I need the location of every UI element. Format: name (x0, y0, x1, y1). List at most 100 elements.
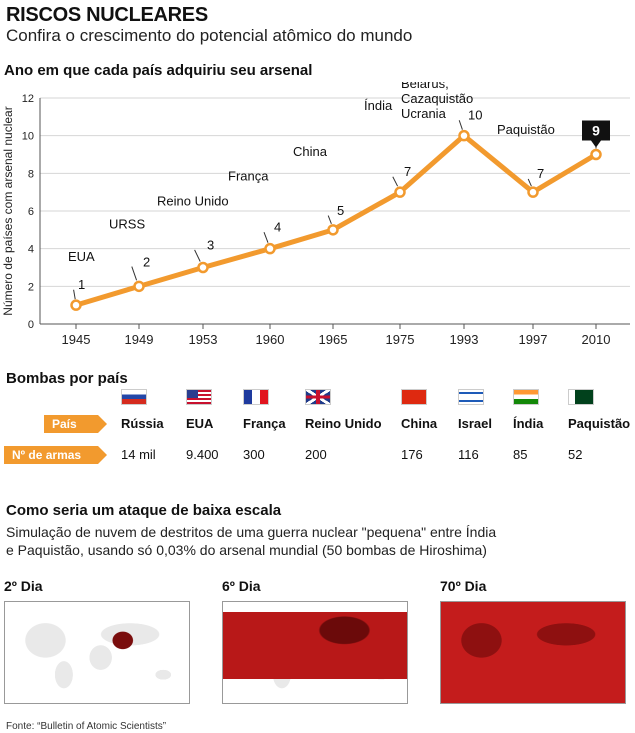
point-label: Cazaquistão (401, 91, 473, 106)
data-point (133, 280, 145, 293)
map-day-label: 2º Dia (4, 578, 43, 594)
usa-canton-icon (187, 390, 198, 398)
country-name: França (243, 416, 286, 431)
x-tick-label: 1965 (319, 332, 348, 347)
y-tick-label: 6 (28, 206, 34, 218)
uk-flag-icon (305, 389, 331, 405)
x-tick-label: 1945 (62, 332, 91, 347)
point-label: França (228, 169, 269, 184)
y-tick-label: 10 (22, 131, 34, 143)
source-note: Fonte: “Bulletin of Atomic Scientists” (6, 721, 167, 732)
page-subtitle: Confira o crescimento do potencial atômi… (6, 26, 413, 45)
pakistan-flag-icon (568, 389, 594, 405)
weapons-count: 176 (401, 447, 423, 462)
label-connector (527, 178, 532, 187)
country-row-label: País (44, 415, 107, 433)
weapons-count: 300 (243, 447, 265, 462)
y-tick-label: 8 (28, 168, 34, 180)
y-tick-label: 0 (28, 319, 34, 331)
attack-description-line1: Simulação de nuvem de destritos de uma g… (6, 524, 497, 540)
weapons-count: 14 mil (121, 447, 156, 462)
data-point (197, 261, 209, 274)
country-name: EUA (186, 416, 214, 431)
data-label: 3 (207, 238, 214, 253)
country-name: Reino Unido (305, 416, 382, 431)
data-label: 1 (78, 277, 85, 292)
weapons-row-label-text: Nº de armas (12, 448, 82, 462)
weapons-count: 52 (568, 447, 583, 462)
data-label: 4 (274, 220, 281, 235)
country-name: China (401, 416, 438, 431)
data-label: 5 (337, 203, 344, 218)
value-highlight-box (582, 120, 610, 141)
point-label: Paquistão (497, 122, 555, 137)
label-connector (194, 249, 201, 262)
weapons-count: 85 (513, 447, 528, 462)
data-point (458, 129, 470, 142)
label-connector (392, 176, 399, 187)
weapons-count: 200 (305, 447, 327, 462)
point-label: Ucrania (401, 106, 447, 121)
data-label: 2 (143, 254, 150, 269)
map-day-label: 6º Dia (222, 578, 261, 594)
label-connector (458, 120, 463, 130)
data-point (394, 186, 406, 198)
label-connector (327, 215, 332, 225)
x-tick-label: 1949 (125, 332, 154, 347)
data-point (590, 148, 602, 161)
data-label: 7 (404, 164, 411, 179)
usa-flag-icon (186, 389, 212, 405)
y-tick-label: 2 (28, 281, 34, 293)
data-point (327, 224, 339, 236)
label-connector (131, 266, 138, 281)
israel-flag-icon (458, 389, 484, 405)
attack-section-title: Como seria um ataque de baixa escala (6, 502, 282, 519)
india-flag-icon (513, 389, 539, 405)
map-day-label: 70º Dia (440, 578, 487, 594)
chart-section-title: Ano em que cada país adquiriu seu arsena… (4, 62, 313, 79)
x-tick-label: 1997 (519, 332, 548, 347)
world-map (4, 601, 190, 704)
y-tick-label: 12 (22, 93, 34, 105)
x-tick-label: 1960 (256, 332, 285, 347)
country-name: Israel (458, 416, 492, 431)
russia-flag-icon (121, 389, 147, 405)
x-tick-label: 1993 (450, 332, 479, 347)
world-map (440, 601, 626, 704)
france-flag-icon (243, 389, 269, 405)
country-row-label-text: País (52, 417, 77, 431)
weapons-count: 9.400 (186, 447, 219, 462)
x-tick-label: 1975 (386, 332, 415, 347)
label-connector (263, 231, 269, 243)
china-flag-icon (401, 389, 427, 405)
point-label: China (293, 144, 328, 159)
point-label: Belarus, (401, 82, 449, 91)
point-label: EUA (68, 249, 95, 264)
label-connector (73, 289, 76, 300)
data-label: 10 (468, 108, 482, 123)
series-line (73, 133, 599, 308)
weapons-row-label: Nº de armas (4, 446, 107, 464)
data-label: 9 (592, 123, 600, 139)
point-label: Reino Unido (157, 194, 229, 209)
value-highlight-pointer (591, 140, 601, 148)
data-point (70, 299, 82, 311)
data-label: 7 (537, 166, 544, 181)
country-name: Paquistão (568, 416, 631, 431)
data-point (527, 186, 539, 198)
country-name: Rússia (121, 416, 164, 431)
uk-cross-icon (306, 390, 330, 404)
world-map (222, 601, 408, 704)
point-label: URSS (109, 216, 145, 231)
bombs-section-title: Bombas por país (6, 370, 128, 387)
data-point (264, 242, 276, 255)
x-tick-label: 1953 (189, 332, 218, 347)
country-name: Índia (513, 416, 544, 431)
weapons-count: 116 (458, 447, 479, 462)
page-title: RISCOS NUCLEARES (6, 4, 208, 26)
point-label: Índia (364, 98, 393, 113)
y-tick-label: 4 (28, 244, 34, 256)
y-axis-label: Número de países com arsenal nuclear (1, 106, 15, 315)
